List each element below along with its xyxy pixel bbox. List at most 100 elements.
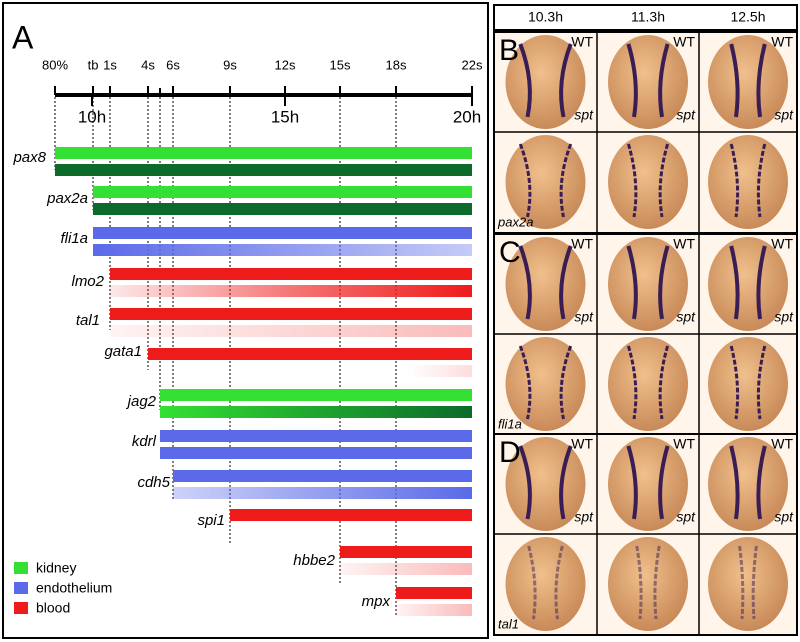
expression-stripe	[527, 545, 537, 620]
stage-label: 9s	[223, 57, 237, 72]
expression-stripe	[658, 245, 670, 320]
gene-label: kdrl	[132, 433, 157, 450]
panel-label: A	[12, 19, 34, 55]
mutant-label: spt	[574, 509, 594, 525]
wt-bar	[110, 308, 472, 320]
stage-label: 12s	[275, 57, 296, 72]
wt-bar	[340, 546, 472, 558]
mutant-bar	[340, 563, 472, 575]
expression-stripe	[729, 245, 740, 320]
expression-stripe	[729, 345, 740, 420]
panel-label: C	[499, 236, 521, 269]
expression-stripe	[658, 445, 670, 520]
panel-a-frame	[2, 2, 489, 639]
wt-label: WT	[673, 236, 695, 252]
wt-bar	[93, 227, 472, 239]
gene-label: lmo2	[71, 273, 104, 290]
wt-label: WT	[571, 236, 593, 252]
embryo	[608, 337, 688, 431]
mutant-label: spt	[574, 309, 594, 325]
expression-stripe	[518, 143, 532, 218]
gene-label: pax2a	[497, 214, 533, 229]
wt-bar	[396, 587, 472, 599]
expression-stripe	[559, 445, 573, 520]
expression-stripe	[635, 545, 643, 620]
stage-label: 4s	[141, 57, 155, 72]
expression-stripe	[518, 345, 532, 420]
stage-label: tb	[88, 57, 99, 72]
expression-stripe	[626, 245, 638, 320]
legend-label: endothelium	[36, 580, 112, 596]
panel-label: B	[499, 34, 519, 67]
mutant-bar	[93, 244, 472, 256]
stage-label: 80%	[42, 57, 68, 72]
mutant-label: spt	[574, 107, 594, 123]
wt-label: WT	[673, 436, 695, 452]
embryo	[608, 237, 688, 331]
time-label: 11.3h	[631, 9, 665, 25]
expression-stripe	[751, 545, 758, 620]
expression-stripe	[554, 545, 564, 620]
expression-stripe	[729, 143, 740, 218]
wt-label: WT	[771, 436, 793, 452]
expression-stripe	[658, 345, 670, 420]
mutant-label: spt	[774, 107, 794, 123]
mutant-bar	[148, 365, 472, 377]
legend-swatch	[14, 602, 28, 614]
gene-label: gata1	[104, 343, 142, 360]
mutant-label: spt	[676, 107, 696, 123]
expression-stripe	[658, 43, 670, 118]
expression-stripe	[756, 445, 767, 520]
expression-stripe	[559, 245, 573, 320]
wt-bar	[160, 430, 472, 442]
expression-stripe	[518, 445, 532, 520]
wt-bar	[110, 268, 472, 280]
legend-label: blood	[36, 600, 70, 616]
embryo	[708, 537, 788, 631]
expression-stripe	[738, 545, 745, 620]
gene-label: pax2a	[46, 190, 88, 207]
wt-bar	[230, 509, 472, 521]
stage-label: 1s	[103, 57, 117, 72]
mutant-bar	[110, 285, 472, 297]
gene-label: tal1	[498, 616, 519, 631]
wt-bar	[173, 470, 472, 482]
stage-label: 18s	[386, 57, 407, 72]
mutant-label: spt	[774, 309, 794, 325]
expression-stripe	[729, 445, 740, 520]
gene-label: fli1a	[498, 416, 522, 431]
mutant-label: spt	[774, 509, 794, 525]
mutant-label: spt	[676, 309, 696, 325]
hour-label: 15h	[271, 107, 299, 126]
embryo	[608, 135, 688, 229]
wt-label: WT	[771, 34, 793, 50]
gene-label: fli1a	[60, 230, 88, 247]
embryo	[708, 437, 788, 531]
wt-bar	[148, 348, 472, 360]
embryo	[708, 337, 788, 431]
legend-swatch	[14, 562, 28, 574]
hour-label: 20h	[453, 107, 481, 126]
expression-stripe	[653, 545, 661, 620]
mutant-bar	[110, 325, 472, 337]
gene-label: spi1	[197, 512, 225, 529]
wt-bar	[160, 389, 472, 401]
expression-stripe	[518, 245, 532, 320]
header-frame	[493, 4, 798, 31]
expression-stripe	[626, 345, 638, 420]
stage-label: 6s	[166, 57, 180, 72]
legend-label: kidney	[36, 560, 76, 576]
mutant-label: spt	[676, 509, 696, 525]
expression-stripe	[756, 43, 767, 118]
expression-stripe	[518, 43, 532, 118]
stage-label: 22s	[462, 57, 483, 72]
expression-stripe	[559, 345, 573, 420]
gene-label: tal1	[76, 312, 100, 329]
gene-label: cdh5	[137, 474, 170, 491]
wt-bar	[55, 147, 472, 159]
expression-stripe	[756, 345, 767, 420]
embryo	[608, 35, 688, 129]
mutant-bar	[160, 406, 472, 418]
gene-label: mpx	[362, 593, 391, 610]
